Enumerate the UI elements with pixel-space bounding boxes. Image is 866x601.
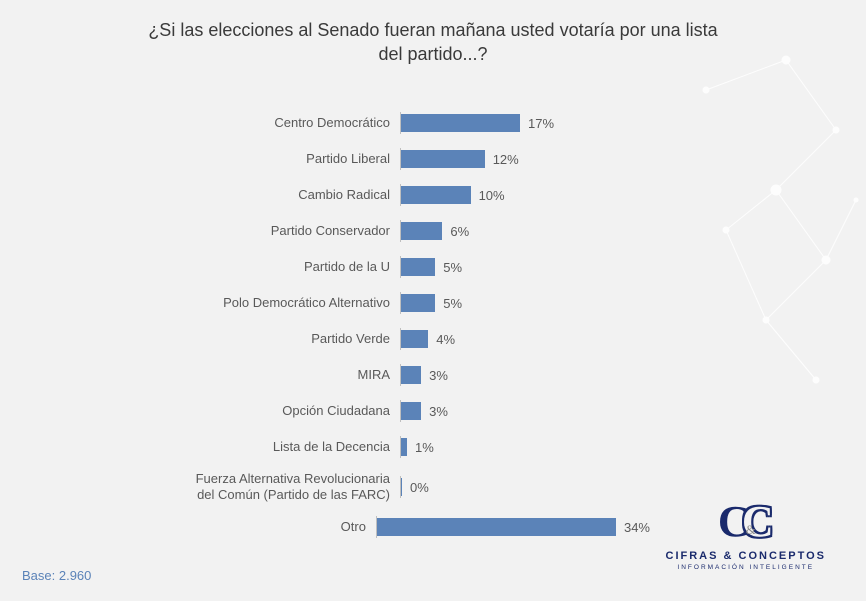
bar-zone: 1%	[400, 438, 650, 456]
bar-label: Cambio Radical	[90, 187, 400, 203]
chart-row: Polo Democrático Alternativo 5%	[90, 285, 650, 321]
bar	[400, 258, 435, 276]
bar-label: Centro Democrático	[90, 115, 400, 131]
bar-value: 5%	[443, 260, 462, 275]
bar-label: Polo Democrático Alternativo	[90, 295, 400, 311]
bar-zone: 0%	[400, 478, 650, 496]
bar-label: Otro	[90, 519, 376, 535]
base-label: Base: 2.960	[22, 568, 91, 583]
logo-ampersand-icon: &	[746, 522, 756, 538]
y-axis-line	[400, 220, 401, 242]
y-axis-line	[400, 476, 401, 498]
bar-label: Partido Liberal	[90, 151, 400, 167]
bar-label: Partido Conservador	[90, 223, 400, 239]
bar-zone: 17%	[400, 114, 650, 132]
bar-zone: 3%	[400, 402, 650, 420]
logo-tagline: INFORMACIÓN INTELIGENTE	[666, 564, 826, 571]
bar-value: 5%	[443, 296, 462, 311]
chart-row: Cambio Radical 10%	[90, 177, 650, 213]
chart-row: Partido Conservador 6%	[90, 213, 650, 249]
brand-logo: C & C CIFRAS & CONCEPTOS INFORMACIÓN INT…	[666, 500, 826, 571]
bar-chart: Centro Democrático 17% Partido Liberal 12% C…	[90, 105, 650, 545]
bar	[400, 330, 428, 348]
chart-row: Opción Ciudadana 3%	[90, 393, 650, 429]
chart-row: Lista de la Decencia 1%	[90, 429, 650, 465]
bar-value: 6%	[450, 224, 469, 239]
bar-value: 3%	[429, 404, 448, 419]
bar-zone: 6%	[400, 222, 650, 240]
bar-value: 17%	[528, 116, 554, 131]
bar-value: 12%	[493, 152, 519, 167]
chart-row: MIRA 3%	[90, 357, 650, 393]
bar-label: Lista de la Decencia	[90, 439, 400, 455]
y-axis-line	[400, 436, 401, 458]
bar	[376, 518, 616, 536]
y-axis-line	[400, 184, 401, 206]
bar-zone: 34%	[376, 518, 650, 536]
y-axis-line	[400, 328, 401, 350]
bar-zone: 4%	[400, 330, 650, 348]
bar	[400, 366, 421, 384]
logo-graphic: C & C	[666, 500, 826, 544]
bar-value: 10%	[479, 188, 505, 203]
bar-label-line2: del Común (Partido de las FARC)	[90, 487, 390, 503]
bar-value: 3%	[429, 368, 448, 383]
bar-label: MIRA	[90, 367, 400, 383]
bar-label: Partido Verde	[90, 331, 400, 347]
y-axis-line	[400, 364, 401, 386]
bar-zone: 10%	[400, 186, 650, 204]
bar-label: Fuerza Alternativa Revolucionariadel Com…	[90, 471, 400, 502]
y-axis-line	[376, 516, 377, 538]
y-axis-line	[400, 148, 401, 170]
bar-label: Partido de la U	[90, 259, 400, 275]
bar-zone: 5%	[400, 258, 650, 276]
bar-zone: 5%	[400, 294, 650, 312]
bar-value: 4%	[436, 332, 455, 347]
chart-row: Partido de la U 5%	[90, 249, 650, 285]
bar	[400, 294, 435, 312]
chart-row: Partido Liberal 12%	[90, 141, 650, 177]
chart-row: Fuerza Alternativa Revolucionariadel Com…	[90, 465, 650, 509]
chart-row: Centro Democrático 17%	[90, 105, 650, 141]
y-axis-line	[400, 400, 401, 422]
chart-title: ¿Si las elecciones al Senado fueran maña…	[0, 0, 866, 67]
bar	[400, 402, 421, 420]
bar-zone: 3%	[400, 366, 650, 384]
bar-zone: 12%	[400, 150, 650, 168]
bar-value: 0%	[410, 480, 429, 495]
bar	[400, 438, 407, 456]
title-line1: ¿Si las elecciones al Senado fueran maña…	[148, 20, 717, 40]
y-axis-line	[400, 256, 401, 278]
logo-brand-text: CIFRAS & CONCEPTOS	[666, 550, 826, 562]
title-line2: del partido...?	[378, 44, 487, 64]
bar-value: 34%	[624, 520, 650, 535]
bar-label: Opción Ciudadana	[90, 403, 400, 419]
bar	[400, 222, 442, 240]
chart-row: Partido Verde 4%	[90, 321, 650, 357]
y-axis-line	[400, 292, 401, 314]
y-axis-line	[400, 112, 401, 134]
bar-value: 1%	[415, 440, 434, 455]
bar	[400, 150, 485, 168]
chart-row: Otro 34%	[90, 509, 650, 545]
bar	[400, 114, 520, 132]
bar	[400, 186, 471, 204]
